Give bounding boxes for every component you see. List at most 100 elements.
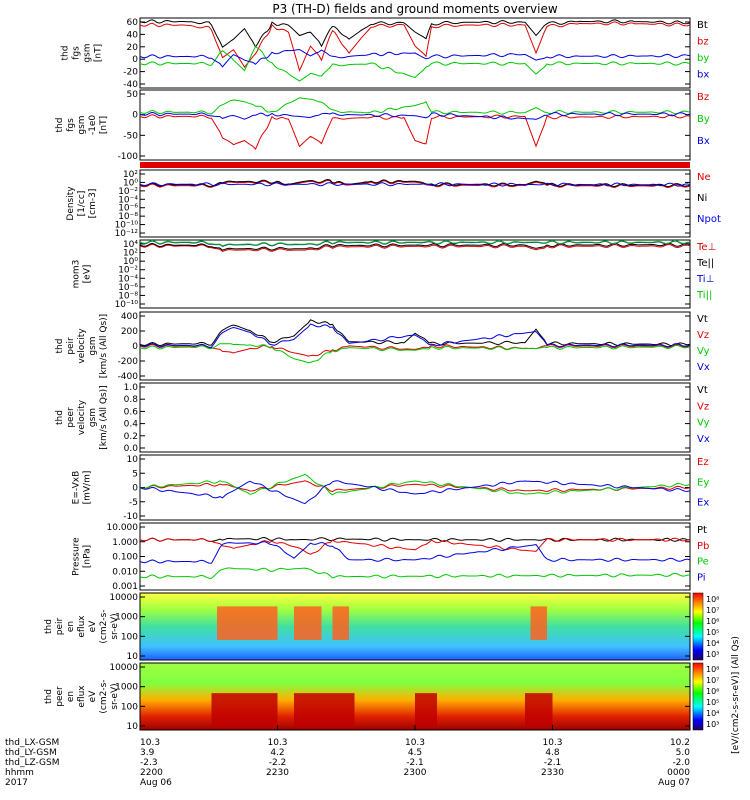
x-tick-label: 4.5 <box>408 748 422 758</box>
series-line-Pb <box>139 537 691 555</box>
y-tick-label: 0.4 <box>124 420 139 430</box>
series-line-Vz <box>139 343 691 357</box>
series-line-Pi <box>139 541 691 564</box>
y-axis-label: thd <box>44 689 54 704</box>
colorbar-tick: 10⁵ <box>706 698 719 707</box>
x-tick-label: 0000 <box>667 768 690 778</box>
panel-5: 400 200 0 -200 -400 thd peir velocity gsm [km/s (… <box>55 311 710 382</box>
x-tick-label: 10.3 <box>267 738 287 748</box>
y-axis-label: [km/s (All Qs)] <box>99 385 109 449</box>
y-tick-label: 20 <box>127 43 139 53</box>
x-axis-row-label: thd_LX-GSM <box>5 738 59 748</box>
legend-entry: Pt <box>697 525 707 536</box>
legend-entry: Ni <box>697 193 707 204</box>
x-tick-label: 2330 <box>541 768 564 778</box>
series-line-Pe <box>139 567 691 579</box>
x-axis-row-label: 2017 <box>5 778 28 788</box>
legend-entry: Ti⊥ <box>696 274 714 285</box>
y-tick-label: 0 <box>132 484 138 494</box>
y-tick-label: -5 <box>129 498 138 508</box>
x-tick-label: -2.1 <box>544 758 562 768</box>
colorbar-tick: 10⁴ <box>706 639 719 648</box>
legend-entry: Pb <box>697 541 709 552</box>
y-tick-label: 10 <box>127 455 139 465</box>
y-tick-label: 5 <box>132 469 138 479</box>
x-tick-label: 10.3 <box>542 738 562 748</box>
chart-title: P3 (TH-D) fields and ground moments over… <box>272 2 557 16</box>
series-line-By <box>139 97 691 115</box>
y-tick-label: 0.8 <box>124 395 139 405</box>
legend-entry: Ne <box>697 172 711 183</box>
y-tick-label: 0 <box>132 55 138 65</box>
intensity-band <box>211 693 278 727</box>
panel-frame <box>139 592 691 661</box>
y-axis-label: thd <box>55 339 65 354</box>
y-axis-label: peer <box>66 407 76 428</box>
x-tick-label: -2.0 <box>672 758 690 768</box>
y-axis-label: Density <box>66 186 76 221</box>
y-tick-label: 10⁻⁴ <box>118 274 138 284</box>
y-axis-label: gsm <box>83 43 93 62</box>
colorbar-tick: 10⁷ <box>706 606 719 615</box>
y-axis-label: [nT] <box>99 116 109 134</box>
y-tick-label: 10000 <box>109 663 138 673</box>
y-axis-label: [1/cc] <box>77 191 87 217</box>
y-tick-label: 10⁴ <box>123 240 138 250</box>
y-tick-label: 10⁻¹² <box>115 229 139 239</box>
legend-entry: Pi <box>697 572 706 583</box>
intensity-band <box>415 693 437 727</box>
panel-2: 50 0 -50 -100 thd fgs gsm -1e0 [nT] Bz By Bx <box>55 89 710 162</box>
y-axis-label: fgs <box>72 46 82 60</box>
panel-frame <box>139 89 691 161</box>
panel-frame <box>139 239 691 309</box>
y-axis-label: en <box>66 691 76 702</box>
y-tick-label: 0.001 <box>112 582 138 592</box>
y-axis-label: [cm-3] <box>88 189 98 219</box>
legend-entry: Ey <box>697 477 709 488</box>
series-line-Ez <box>139 480 691 493</box>
y-axis-label: E=-VxB <box>72 471 82 505</box>
y-tick-label: 10⁻¹⁰ <box>115 221 139 231</box>
x-axis-row-label: thd_LY-GSM <box>5 748 57 758</box>
series-line-Vy <box>139 343 691 364</box>
y-tick-label: 10000 <box>109 593 138 603</box>
y-tick-label: 10⁻⁴ <box>118 195 138 205</box>
y-tick-label: 10² <box>123 249 138 259</box>
y-axis-label: peir <box>55 617 65 635</box>
x-tick-label: 10.2 <box>670 738 690 748</box>
x-tick-label: 4.8 <box>545 748 560 758</box>
series-line-Ne <box>139 179 691 189</box>
legend-entry: Ti|| <box>696 290 712 301</box>
series-line-Npot <box>139 182 691 187</box>
y-axis-label: Pressure <box>72 537 82 576</box>
legend-entry: Pe <box>697 557 709 568</box>
legend-entry: Vz <box>697 330 709 341</box>
colorbar-tick: 10⁵ <box>706 628 719 637</box>
series-line-Te|| <box>139 242 691 251</box>
y-tick-label: 100 <box>121 702 138 712</box>
y-tick-label: 1000 <box>115 683 138 693</box>
panel-frame <box>139 169 691 238</box>
legend-entry: Bx <box>697 136 710 147</box>
y-tick-label: 1.0 <box>124 383 139 393</box>
y-axis-label: eV <box>88 620 98 633</box>
y-axis-label: gsm <box>88 336 98 355</box>
x-axis-row-label: hhmm <box>5 768 34 778</box>
y-tick-label: -50 <box>123 131 138 141</box>
y-tick-label: 0.0 <box>124 444 139 454</box>
y-axis-label: gsm <box>77 115 87 134</box>
quality-flag-bar <box>140 162 690 168</box>
y-tick-label: -40 <box>123 80 138 90</box>
intensity-band <box>294 606 322 640</box>
series-line-Vx <box>139 323 691 348</box>
y-tick-label: 0.100 <box>112 553 138 563</box>
y-tick-label: 10⁻⁸ <box>118 291 138 301</box>
colorbar-tick: 10⁷ <box>706 676 719 685</box>
y-tick-label: 400 <box>121 312 138 322</box>
y-axis-label: velocity <box>77 328 87 364</box>
y-tick-label: 0 <box>132 111 138 121</box>
y-tick-label: 1.000 <box>112 538 138 548</box>
